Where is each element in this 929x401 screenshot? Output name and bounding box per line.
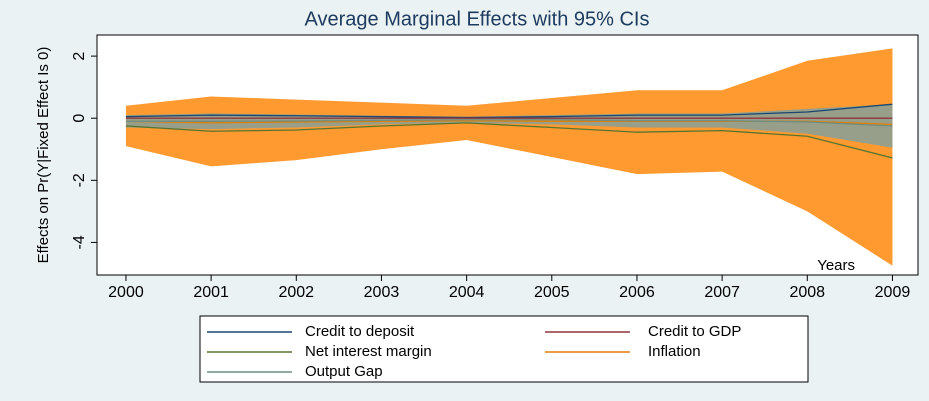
x-axis-label: Years — [817, 257, 855, 274]
x-tick-label: 2006 — [619, 284, 655, 301]
x-tick-label: 2002 — [278, 284, 314, 301]
x-tick-label: 2005 — [534, 284, 570, 301]
x-tick-label: 2004 — [449, 284, 485, 301]
y-tick-label: -4 — [71, 235, 88, 249]
y-tick-label: 0 — [71, 114, 88, 123]
y-tick-label: -2 — [71, 173, 88, 187]
legend — [199, 315, 809, 383]
x-tick-label: 2007 — [704, 284, 740, 301]
legend-label: Net interest margin — [305, 343, 432, 360]
x-tick-label: 2001 — [193, 284, 229, 301]
legend-label: Inflation — [648, 343, 701, 360]
x-tick-label: 2003 — [364, 284, 400, 301]
legend-label: Credit to deposit — [305, 323, 415, 340]
series-line — [125, 119, 893, 127]
chart-title: Average Marginal Effects with 95% CIs — [305, 8, 650, 30]
series-line — [125, 122, 893, 159]
ci-band — [125, 48, 893, 266]
y-tick-label: 2 — [71, 52, 88, 61]
x-tick-label: 2008 — [789, 284, 825, 301]
y-axis-label: Effects on Pr(Y|Fixed Effect Is 0) — [35, 47, 52, 264]
legend-label: Credit to GDP — [648, 323, 741, 340]
x-tick-label: 2000 — [108, 284, 144, 301]
x-tick-label: 2009 — [875, 284, 911, 301]
series-line — [125, 103, 893, 119]
legend-label: Output Gap — [305, 363, 383, 380]
